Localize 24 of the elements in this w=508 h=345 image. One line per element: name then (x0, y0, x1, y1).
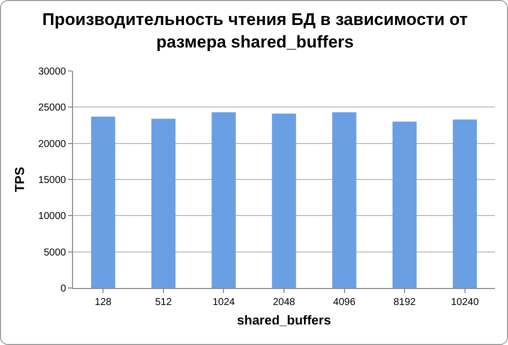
x-tick-label: 8192 (393, 297, 416, 308)
bar (452, 119, 477, 288)
y-tick-label: 10000 (38, 211, 66, 222)
y-tick-label: 5000 (44, 247, 66, 258)
y-tick-label: 25000 (38, 102, 66, 114)
x-tick-label: 1024 (212, 297, 236, 308)
bar (151, 118, 176, 288)
x-tick-label: 128 (94, 297, 112, 308)
x-tick-label: 2048 (272, 297, 296, 308)
y-tick-label: 30000 (38, 66, 66, 78)
x-tick-label: 512 (155, 297, 172, 308)
bar (91, 116, 116, 288)
y-axis-title: TPS (12, 166, 28, 192)
chart-title: Производительность чтения БД в зависимости от размера shared_buffers (42, 10, 468, 52)
bar (392, 122, 417, 288)
bar (272, 114, 296, 288)
bar (332, 112, 356, 288)
x-axis-title: shared_buffers (237, 312, 331, 328)
bar (212, 112, 236, 288)
y-tick-label: 0 (60, 284, 66, 294)
y-tick-label: 15000 (38, 175, 66, 186)
x-tick-label: 10240 (450, 297, 480, 308)
x-tick-label: 4096 (333, 297, 356, 308)
y-tick-label: 20000 (38, 138, 66, 150)
